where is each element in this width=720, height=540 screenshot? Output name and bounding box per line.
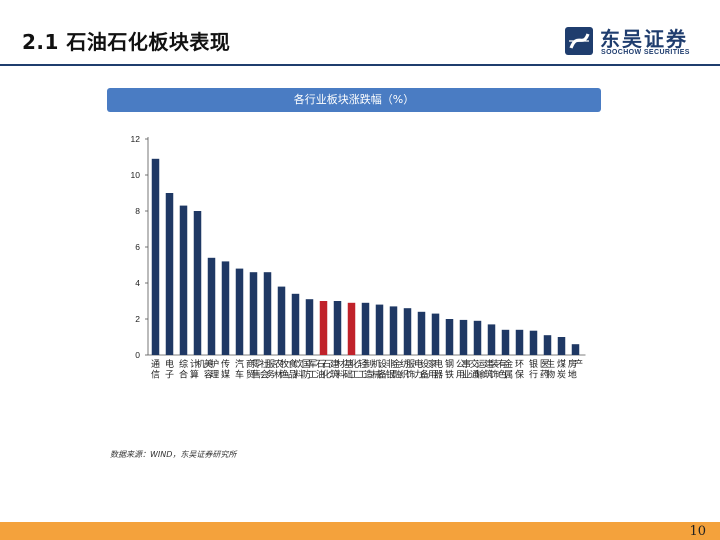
company-logo: 东吴证券 SOOCHOW SECURITIES — [564, 22, 712, 62]
bar-12 — [305, 299, 314, 355]
x-category-label: 医药生物 — [540, 358, 555, 381]
x-category-label: 计算机 — [190, 358, 205, 381]
bar-16 — [361, 302, 370, 355]
x-category-label: 传媒 — [221, 358, 230, 381]
bar-14 — [333, 301, 342, 355]
x-category-label: 基础化工 — [344, 358, 359, 381]
x-category-label: 家用电器 — [428, 358, 443, 381]
bar-10 — [277, 286, 286, 355]
page-number: 10 — [689, 524, 706, 539]
y-tick-label: 6 — [135, 242, 140, 252]
y-tick-label: 12 — [131, 134, 141, 144]
bar-1 — [151, 158, 160, 355]
x-category-label: 纺织服饰 — [400, 358, 415, 381]
bar-3 — [179, 205, 188, 355]
chart-title: 各行业板块涨跌幅（%） — [107, 88, 601, 112]
y-tick-label: 2 — [135, 314, 140, 324]
x-category-label: 公用事业 — [456, 358, 471, 381]
bar-4 — [193, 211, 202, 355]
bar-9 — [263, 272, 272, 355]
bar-19 — [403, 308, 412, 355]
x-category-label: 通信 — [151, 359, 160, 381]
x-category-label: 石油石化 — [316, 360, 331, 381]
bar-31 — [571, 344, 580, 355]
logo-english-name: SOOCHOW SECURITIES — [601, 49, 690, 56]
logo-mark-icon — [565, 27, 593, 55]
footer-bar — [0, 522, 720, 540]
x-category-label: 银行 — [529, 358, 538, 381]
y-tick-label: 4 — [135, 278, 140, 288]
x-category-label: 机械设备 — [372, 358, 387, 381]
bar-15 — [347, 302, 356, 355]
bar-6 — [221, 261, 230, 355]
x-category-label: 交通运输 — [470, 358, 485, 381]
bar-24 — [473, 320, 482, 355]
logo-chinese-name: 东吴证券 — [600, 27, 688, 51]
x-category-label: 电力设备 — [414, 358, 429, 381]
bar-18 — [389, 306, 398, 355]
x-category-label: 社会服务 — [260, 358, 275, 381]
x-category-label: 商贸零售 — [246, 358, 261, 381]
x-category-label: 汽车 — [235, 358, 244, 381]
bar-26 — [501, 329, 510, 355]
x-category-label: 食品饮料 — [288, 358, 303, 381]
bar-7 — [235, 268, 244, 355]
x-category-label: 综合 — [179, 358, 188, 381]
y-tick-label: 0 — [135, 350, 140, 360]
x-category-label: 国防军工 — [302, 359, 317, 381]
bar-27 — [515, 329, 524, 355]
bar-29 — [543, 335, 552, 355]
x-category-label: 有色金属 — [498, 358, 513, 381]
x-category-label: 房地产 — [568, 358, 583, 381]
bar-23 — [459, 319, 468, 355]
bar-28 — [529, 330, 538, 355]
x-category-label: 建筑装饰 — [484, 358, 499, 381]
x-category-label: 建筑材料 — [330, 358, 345, 381]
bar-8 — [249, 272, 258, 355]
y-tick-label: 10 — [131, 170, 141, 180]
x-category-label: 轻工制造 — [358, 358, 373, 381]
x-category-label: 农林牧渔 — [274, 358, 289, 381]
x-category-label: 钢铁 — [445, 358, 454, 381]
bar-21 — [431, 313, 440, 355]
y-tick-label: 8 — [135, 206, 140, 216]
bar-20 — [417, 311, 426, 355]
bar-11 — [291, 293, 300, 355]
bar-17 — [375, 304, 384, 355]
bar-30 — [557, 337, 566, 355]
header-divider — [0, 64, 720, 66]
page-title: 2.1 石油石化板块表现 — [22, 30, 231, 54]
x-category-label: 环保 — [515, 359, 524, 381]
x-category-label: 美容护理 — [204, 358, 219, 381]
bar-13 — [319, 301, 328, 355]
x-category-label: 煤炭 — [557, 358, 566, 381]
x-category-label: 非银金融 — [386, 358, 401, 381]
bar-25 — [487, 324, 496, 355]
bar-22 — [445, 319, 454, 355]
bar-5 — [207, 257, 216, 355]
x-category-label: 电子 — [165, 358, 174, 381]
data-source-note: 数据来源：WIND，东吴证券研究所 — [110, 450, 237, 459]
bar-2 — [165, 193, 174, 355]
